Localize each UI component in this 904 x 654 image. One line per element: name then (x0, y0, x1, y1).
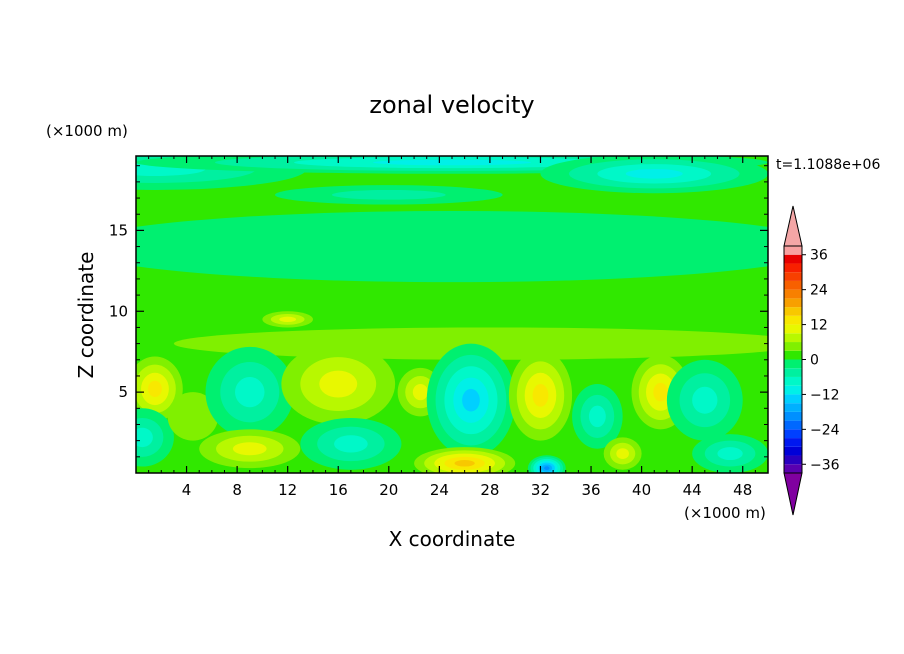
contour-region (532, 384, 549, 407)
colorbar-tick-label: −12 (810, 387, 840, 403)
colorbar-swatch (784, 315, 802, 325)
x-tick-label: 12 (278, 481, 297, 499)
colorbar-swatch (784, 246, 802, 255)
y-unit-label: (×1000 m) (46, 122, 128, 140)
colorbar-swatch (784, 342, 802, 351)
x-tick-label: 48 (733, 481, 752, 499)
x-tick-label: 28 (480, 481, 499, 499)
contour-field (136, 156, 768, 473)
colorbar-extend-low (783, 472, 803, 516)
y-tick-label: 10 (109, 302, 128, 320)
colorbar-swatch (784, 263, 802, 273)
colorbar-tick-label: 12 (810, 318, 828, 334)
x-tick-label: 32 (531, 481, 550, 499)
colorbar-tick-label: 24 (810, 283, 828, 299)
contour-region (454, 460, 475, 467)
colorbar-tick-label: −36 (810, 457, 840, 473)
colorbar-swatch (784, 394, 802, 404)
x-tick-label: 36 (581, 481, 600, 499)
colorbar-swatch (784, 254, 802, 264)
colorbar: 36 24 12 0 −12 −24 −36 (783, 205, 840, 516)
colorbar-tick-label: 36 (810, 248, 828, 264)
x-tick-label: 4 (182, 481, 192, 499)
contour-region (279, 316, 297, 323)
x-tick-label: 8 (232, 481, 242, 499)
colorbar-swatch (784, 280, 802, 290)
contour-region (373, 159, 531, 166)
colorbar-swatch (784, 429, 802, 439)
colorbar-swatch (784, 359, 802, 369)
x-axis-label: X coordinate (389, 527, 516, 551)
contour-region (232, 442, 267, 456)
colorbar-swatch (784, 307, 802, 316)
colorbar-swatch (784, 272, 802, 281)
contour-region (462, 388, 480, 412)
contour-region (334, 435, 368, 453)
colorbar-tick-label: 0 (810, 353, 819, 369)
contour-region (544, 466, 550, 470)
x-tick-label: 20 (379, 481, 398, 499)
colorbar-swatch (784, 333, 802, 343)
contour-region (319, 370, 358, 398)
colorbar-swatch (784, 376, 802, 386)
contour-region (331, 189, 446, 200)
colorbar-swatch (784, 289, 802, 299)
colorbar-swatch (784, 368, 802, 377)
colorbar-swatch (784, 420, 802, 430)
y-axis: 5 10 15 (109, 165, 768, 458)
colorbar-swatch (784, 411, 802, 421)
colorbar-extend-high (783, 205, 803, 247)
contour-region (148, 380, 162, 397)
contour-region (588, 405, 606, 428)
colorbar-swatch (784, 446, 802, 456)
contour-region (412, 384, 428, 401)
x-tick-label: 44 (683, 481, 702, 499)
colorbar-swatch (784, 350, 802, 360)
y-tick-label: 5 (118, 383, 128, 401)
x-tick-label: 40 (632, 481, 651, 499)
x-unit-label: (×1000 m) (684, 504, 766, 522)
colorbar-swatch (784, 455, 802, 465)
colorbar-swatch (784, 324, 802, 334)
contour-region (717, 447, 743, 461)
contour-region (692, 386, 718, 414)
colorbar-swatch (784, 438, 802, 447)
contour-region (625, 168, 683, 179)
contour-region (235, 377, 265, 408)
contour-region (616, 448, 629, 459)
x-tick-label: 16 (329, 481, 348, 499)
time-label: t=1.1088e+06 (776, 157, 880, 173)
contour-region (167, 392, 219, 441)
colorbar-tick-label: −24 (810, 422, 840, 438)
colorbar-swatch (784, 385, 802, 395)
chart-title: zonal velocity (369, 91, 534, 119)
colorbar-swatch (784, 464, 802, 473)
x-axis: 4 8 12 16 20 24 28 32 36 40 44 48 (148, 156, 756, 499)
contour-region (136, 211, 768, 283)
contour-region (653, 382, 668, 402)
y-tick-label: 15 (109, 221, 128, 239)
y-axis-label: Z coordinate (74, 252, 98, 379)
colorbar-swatch (784, 298, 802, 308)
x-tick-label: 24 (430, 481, 449, 499)
colorbar-swatch (784, 403, 802, 412)
contour-region (136, 427, 153, 448)
